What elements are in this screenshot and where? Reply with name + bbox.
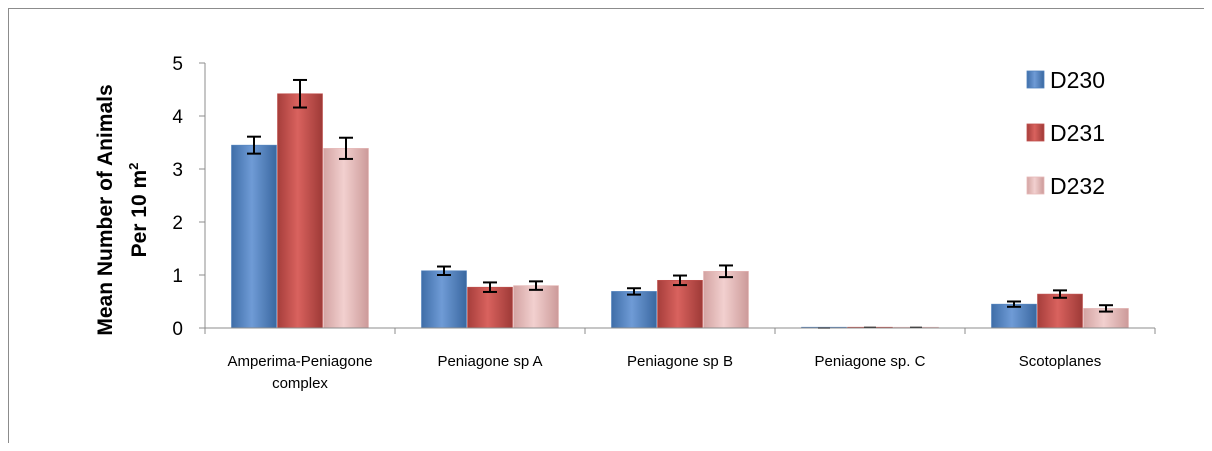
legend-swatch-d230 (1026, 70, 1045, 89)
y-axis: 0 1 2 3 4 5 (172, 54, 205, 340)
y-tick-label: 3 (172, 160, 183, 181)
x-category-label: Scotoplanes (1019, 353, 1102, 370)
bar-d231 (1037, 293, 1083, 329)
legend-label-d232: D232 (1050, 173, 1105, 199)
y-tick-label: 4 (172, 107, 183, 128)
y-tick-label: 2 (172, 213, 183, 234)
x-category-label-line: complex (272, 375, 328, 392)
bar-d230 (421, 270, 467, 329)
x-category-label-line: Peniagone sp B (627, 353, 733, 370)
error-bars (247, 78, 1113, 329)
bars (231, 93, 1129, 329)
y-axis-title-line1: Mean Number of Animals (94, 84, 117, 335)
bar-d230 (231, 144, 277, 329)
x-category-label-line: Peniagone sp. C (815, 353, 926, 370)
legend-swatch-d232 (1026, 176, 1045, 195)
x-category-label: Amperima-Peniagone complex (227, 353, 372, 392)
bar-d231 (277, 93, 323, 329)
x-category-label-line: Amperima-Peniagone (227, 353, 372, 370)
x-axis-labels: Amperima-Peniagone complex Peniagone sp A P… (227, 353, 1101, 392)
bar-d232 (513, 285, 559, 329)
y-tick-label: 5 (172, 54, 183, 75)
bar-d232 (323, 148, 369, 329)
y-axis-title-superscript: 2 (126, 163, 141, 170)
x-category-label-line: Peniagone sp A (437, 353, 542, 370)
legend-label-d231: D231 (1050, 120, 1105, 146)
x-category-label-line: Scotoplanes (1019, 353, 1102, 370)
axes (204, 63, 1156, 334)
y-tick-label: 0 (172, 319, 183, 340)
bar-d232 (703, 270, 749, 329)
legend-swatch-d231 (1026, 123, 1045, 142)
x-category-label: Peniagone sp. C (815, 353, 926, 370)
bar-d230 (611, 291, 657, 329)
legend-label-d230: D230 (1050, 67, 1105, 93)
legend: D230 D231 D232 (1026, 67, 1105, 199)
y-axis-title-line2-text: Per 10 m (128, 170, 151, 258)
y-axis-title-line2: Per 10 m2 (126, 163, 151, 258)
bar-d231 (657, 279, 703, 329)
y-tick-label: 1 (172, 266, 183, 287)
x-category-label: Peniagone sp A (437, 353, 542, 370)
x-category-label: Peniagone sp B (627, 353, 733, 370)
bar-d231 (467, 286, 513, 329)
chart-frame (8, 8, 1204, 443)
